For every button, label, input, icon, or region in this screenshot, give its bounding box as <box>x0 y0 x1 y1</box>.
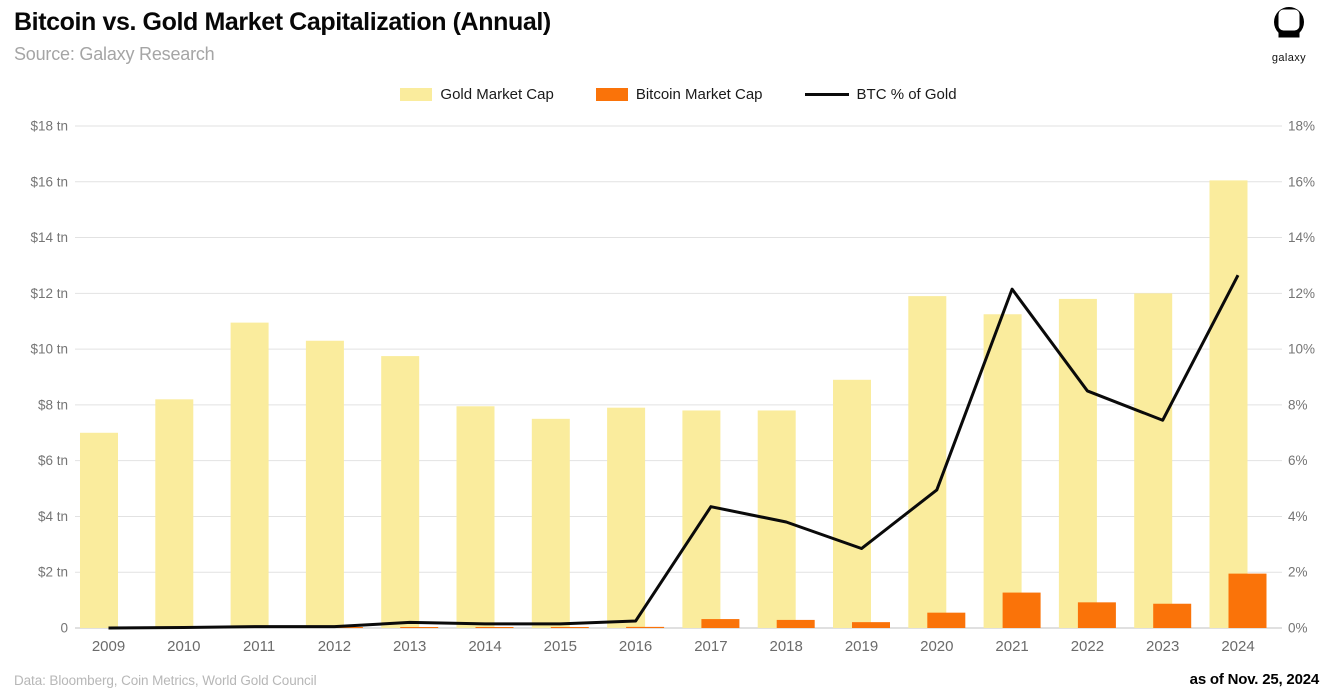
right-axis-tick-label: 6% <box>1288 453 1308 468</box>
gold-bar-2014 <box>456 406 495 628</box>
gold-bar-2010 <box>155 399 194 628</box>
right-axis-tick-label: 18% <box>1288 119 1315 134</box>
gold-bar-2015 <box>531 418 570 628</box>
x-axis-label-2022: 2022 <box>1071 638 1104 655</box>
bitcoin-bar-2024 <box>1228 573 1267 628</box>
right-axis-tick-label: 16% <box>1288 174 1315 189</box>
x-axis-label-2011: 2011 <box>243 638 275 655</box>
right-axis-tick-label: 10% <box>1288 342 1315 357</box>
gold-bar-2012 <box>305 340 344 628</box>
bitcoin-bar-2019 <box>852 622 890 628</box>
left-axis-tick-label: $8 tn <box>38 397 68 412</box>
x-axis-label-2020: 2020 <box>920 638 953 655</box>
legend-label-bitcoin: Bitcoin Market Cap <box>635 86 763 103</box>
legend-item-gold: Gold Market Cap <box>400 86 554 103</box>
right-axis-tick-label: 2% <box>1288 565 1308 580</box>
gold-bar-2011 <box>230 322 269 628</box>
page-subtitle: Source: Galaxy Research <box>14 44 215 64</box>
gold-bar-2023 <box>1134 293 1173 628</box>
legend-item-bitcoin: Bitcoin Market Cap <box>595 86 763 103</box>
bitcoin-bar-2017 <box>701 619 740 628</box>
right-axis-tick-label: 0% <box>1288 621 1308 636</box>
left-axis-tick-label: $10 tn <box>30 342 68 357</box>
gold-bar-2024 <box>1209 180 1248 628</box>
gold-bar-2009 <box>80 432 118 628</box>
gold-swatch-icon <box>400 88 433 101</box>
right-axis-tick-label: 14% <box>1288 230 1315 245</box>
left-axis-tick-label: $14 tn <box>30 230 68 245</box>
left-axis-tick-label: $12 tn <box>30 286 68 301</box>
x-axis-label-2017: 2017 <box>694 638 727 655</box>
gold-bar-2016 <box>607 407 646 628</box>
x-axis-label-2012: 2012 <box>318 638 351 655</box>
page-title: Bitcoin vs. Gold Market Capitalization (… <box>14 8 551 36</box>
x-axis-label-2024: 2024 <box>1221 638 1254 655</box>
bitcoin-bar-2015 <box>550 627 589 628</box>
x-axis-label-2023: 2023 <box>1146 638 1179 655</box>
bitcoin-bar-2022 <box>1077 602 1116 628</box>
left-axis-tick-label: $6 tn <box>38 453 68 468</box>
bitcoin-bar-2013 <box>400 627 439 628</box>
right-axis-tick-label: 12% <box>1288 286 1315 301</box>
gold-bar-2021 <box>983 314 1022 628</box>
right-axis-tick-label: 8% <box>1288 397 1308 412</box>
legend-item-btc-pct: BTC % of Gold <box>804 86 957 103</box>
galaxy-logo-icon <box>1274 7 1304 38</box>
bitcoin-bar-2021 <box>1002 592 1041 628</box>
x-axis-label-2010: 2010 <box>167 638 200 655</box>
x-axis-label-2015: 2015 <box>544 638 577 655</box>
legend-label-gold: Gold Market Cap <box>440 86 554 103</box>
right-axis-tick-label: 4% <box>1288 509 1308 524</box>
legend-label-btc-pct: BTC % of Gold <box>856 86 957 103</box>
line-swatch-icon <box>804 93 849 96</box>
galaxy-logo-text: galaxy <box>1271 52 1307 64</box>
gold-bar-2022 <box>1058 298 1097 628</box>
x-axis-label-2021: 2021 <box>995 638 1028 655</box>
left-axis-tick-label: $2 tn <box>38 565 68 580</box>
bitcoin-bar-2018 <box>776 619 815 628</box>
gold-bar-2013 <box>381 356 420 628</box>
x-axis-label-2014: 2014 <box>468 638 501 655</box>
left-axis-tick-label: $4 tn <box>38 509 68 524</box>
btc-pct-of-gold-line <box>108 274 1240 630</box>
x-axis-label-2018: 2018 <box>770 638 803 655</box>
data-sources-note: Data: Bloomberg, Coin Metrics, World Gol… <box>14 673 317 688</box>
gold-bar-2020 <box>908 296 947 628</box>
bitcoin-bar-2016 <box>626 626 665 628</box>
chart-legend: Gold Market Cap Bitcoin Market Cap BTC %… <box>75 86 1282 103</box>
bitcoin-bar-2014 <box>475 627 514 628</box>
x-axis-label-2019: 2019 <box>845 638 878 655</box>
left-axis-tick-label: 0 <box>60 621 68 636</box>
bitcoin-bar-2023 <box>1153 603 1192 628</box>
x-axis-label-2016: 2016 <box>619 638 652 655</box>
x-axis-label-2013: 2013 <box>393 638 426 655</box>
gold-bar-2019 <box>833 379 871 628</box>
bitcoin-bar-2020 <box>927 612 966 628</box>
left-axis-tick-label: $18 tn <box>30 119 68 134</box>
galaxy-logo: galaxy <box>1257 6 1321 64</box>
as-of-date: as of Nov. 25, 2024 <box>1189 671 1320 688</box>
x-axis-label-2009: 2009 <box>92 638 125 655</box>
bitcoin-swatch-icon <box>595 88 628 101</box>
left-axis-tick-label: $16 tn <box>30 174 68 189</box>
